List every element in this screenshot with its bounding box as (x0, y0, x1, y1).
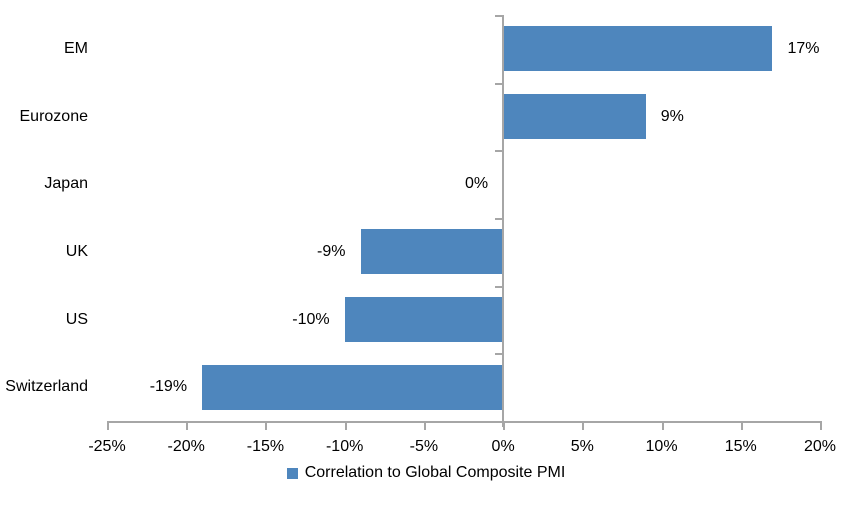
data-label: -19% (149, 378, 188, 396)
data-label: -10% (292, 310, 330, 328)
category-label: US (65, 310, 88, 328)
category-label: Japan (44, 175, 88, 193)
data-label: 9% (660, 107, 684, 125)
x-axis-tick (107, 421, 109, 430)
x-axis-tick (186, 421, 189, 430)
data-label: 0% (464, 175, 489, 193)
x-axis-line (107, 421, 820, 423)
x-axis-tick (344, 421, 347, 430)
y-axis-tick (495, 421, 504, 423)
y-axis-line (502, 15, 505, 427)
y-axis-tick (495, 150, 504, 153)
bar (202, 364, 504, 410)
category-label: UK (65, 243, 88, 260)
x-tick-label: -5% (409, 438, 439, 455)
legend-marker-icon (286, 467, 298, 479)
category-label: Eurozone (19, 107, 89, 125)
y-axis-tick (495, 82, 504, 85)
legend: Correlation to Global Composite PMI (0, 464, 852, 482)
x-tick-label: -10% (325, 438, 364, 455)
x-axis-tick (423, 421, 426, 430)
data-label: 17% (787, 40, 820, 57)
x-axis-tick (740, 421, 743, 430)
x-axis-tick (265, 421, 268, 430)
legend-label: Correlation to Global Composite PMI (304, 464, 566, 481)
y-axis-tick (495, 15, 504, 17)
bar (503, 94, 646, 139)
data-label: -9% (317, 243, 346, 260)
category-label: Switzerland (5, 378, 88, 396)
x-tick-label: -20% (167, 438, 205, 455)
x-tick-label: 15% (724, 438, 757, 455)
x-tick-label: -25% (88, 438, 126, 455)
bar (503, 26, 773, 72)
y-axis-tick (495, 285, 504, 288)
category-label: EM (64, 40, 88, 57)
x-tick-label: -15% (246, 438, 285, 455)
x-axis-tick (820, 421, 822, 430)
bar (344, 297, 504, 342)
x-tick-label: 5% (570, 438, 594, 455)
x-tick-label: 0% (491, 438, 515, 455)
x-axis-tick (661, 421, 664, 430)
x-axis-tick (582, 421, 585, 430)
x-axis-tick (503, 421, 506, 430)
x-tick-label: 20% (803, 438, 837, 455)
y-axis-tick (495, 353, 504, 356)
y-axis-tick (495, 218, 504, 220)
bar (360, 229, 504, 275)
x-tick-label: 10% (645, 438, 678, 455)
